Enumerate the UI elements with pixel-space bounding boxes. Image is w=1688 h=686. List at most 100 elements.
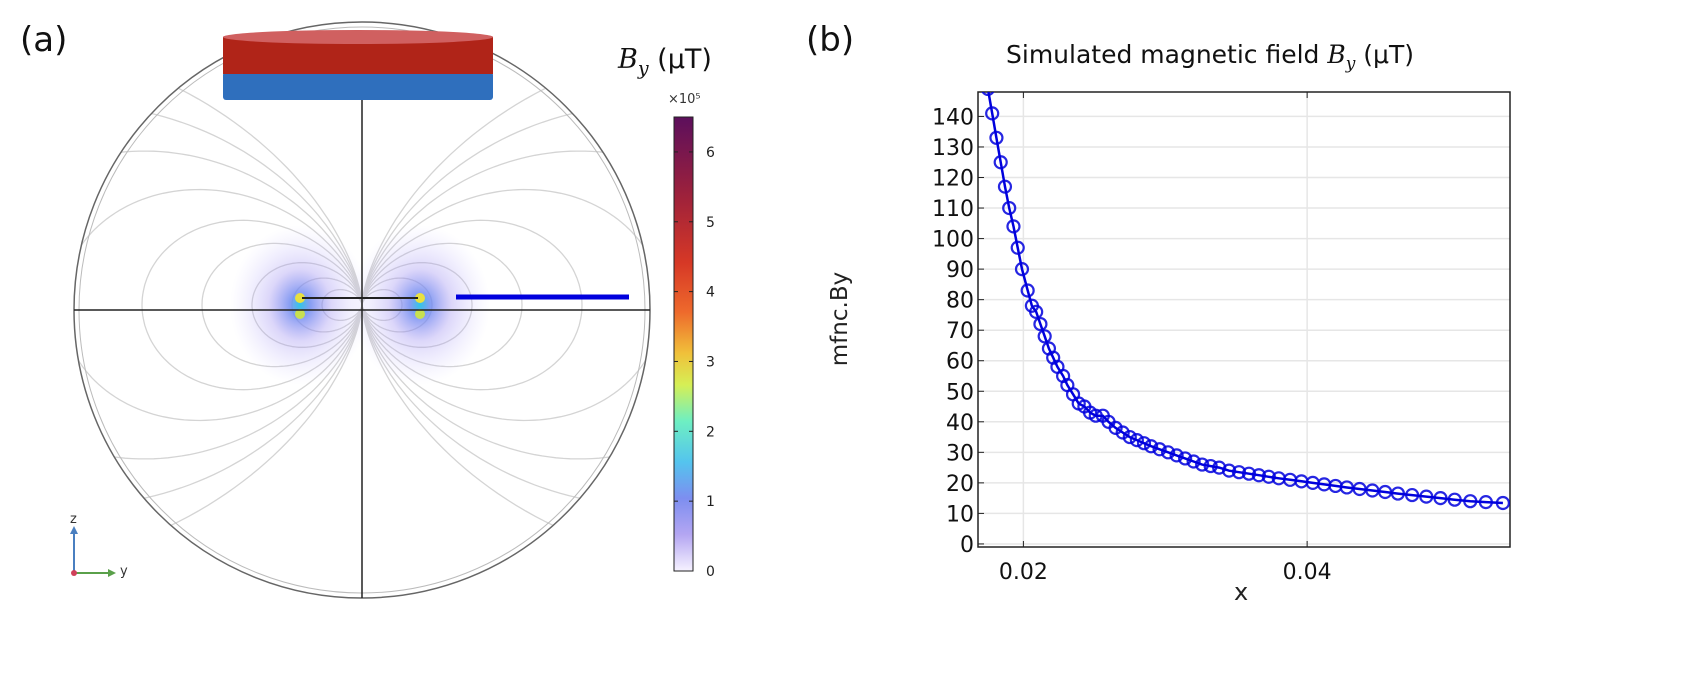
data-point (1447, 492, 1462, 507)
chart-title: Simulated magnetic field By (μT) (1006, 40, 1414, 74)
field-line (361, 42, 650, 568)
line-chart: 0 10 20 30 40 50 60 70 80 90 100 110 120 130 140 0.02 0.… (932, 91, 1511, 585)
y-tick-label: 100 (932, 228, 974, 253)
y-tick-label: 0 (960, 533, 974, 558)
colorbar-tick-label: 1 (706, 494, 715, 510)
colorbar-tick-label: 2 (706, 424, 715, 440)
data-point (1014, 262, 1030, 277)
data-point (1222, 463, 1237, 478)
chart-title-prefix: Simulated magnetic field (1006, 40, 1328, 69)
hotspot-core (295, 309, 305, 319)
y-tick-label: 120 (932, 167, 974, 192)
field-line (361, 150, 650, 460)
y-tick-label: 70 (946, 319, 974, 344)
x-axis-label: x (1234, 578, 1249, 606)
y-tick-label: 50 (946, 380, 974, 405)
data-point (1037, 329, 1052, 344)
colorbar-title-unit: (μT) (648, 44, 712, 75)
field-line (74, 150, 363, 460)
y-tick-label: 60 (946, 350, 974, 375)
data-point (981, 92, 995, 97)
data-point (1002, 200, 1017, 216)
data-point (989, 130, 1004, 145)
y-tick-label: 10 (946, 502, 974, 527)
data-point (1251, 468, 1266, 483)
axis-y-label: y (120, 564, 128, 579)
colorbar-title-var: B (618, 44, 638, 75)
field-hotspot-left (230, 225, 370, 385)
chart-title-unit: (μT) (1355, 40, 1414, 69)
field-hotspot-right (350, 225, 490, 385)
data-point (1231, 465, 1247, 480)
hotspot-core (415, 309, 425, 319)
data-point (1186, 454, 1201, 469)
data-point (1419, 489, 1434, 504)
colorbar-title-sub: y (637, 57, 649, 80)
y-tick-label: 130 (932, 136, 974, 161)
plot-frame (977, 91, 1511, 548)
colorbar-tick-label: 4 (706, 285, 715, 301)
hotspot-core (415, 293, 425, 303)
data-point (1178, 451, 1193, 466)
z-arrowhead-icon (70, 526, 78, 534)
panel-b-label: (b) (806, 20, 855, 60)
chart-title-sub: y (1345, 54, 1356, 74)
y-tick-label: 80 (946, 289, 974, 314)
axis-z-label: z (70, 512, 77, 527)
colorbar-tick-label: 5 (706, 215, 715, 231)
y-tick-label: 140 (932, 105, 974, 130)
data-point (1033, 316, 1048, 332)
hotspot-core (295, 293, 305, 303)
colorbar-tick-label: 0 (706, 564, 715, 580)
y-tick-label: 110 (932, 197, 974, 222)
data-point (1136, 436, 1152, 451)
x-tick-label: 0.02 (999, 560, 1048, 585)
panel-a-label: (a) (20, 20, 68, 60)
data-point (1129, 433, 1144, 448)
data-point (1020, 283, 1035, 298)
data-point (1108, 420, 1123, 436)
data-point (1143, 439, 1159, 454)
magnet-top-face (223, 30, 493, 44)
data-point (1088, 408, 1103, 423)
data-point (1405, 487, 1420, 503)
field-simulation-domain (73, 21, 651, 599)
series-line-mfnc-by (987, 92, 1503, 505)
data-point (1122, 429, 1137, 445)
data-point (1115, 425, 1130, 440)
data-point (1478, 495, 1493, 510)
data-point (1495, 495, 1510, 511)
y-tick-label: 90 (946, 258, 974, 283)
data-point (1029, 304, 1044, 319)
data-point (1261, 469, 1276, 484)
x-tick-label: 0.04 (1283, 560, 1332, 585)
y-arrowhead-icon (108, 569, 116, 577)
field-line (361, 104, 650, 506)
colorbar-tick-label: 6 (706, 145, 715, 161)
y-tick-label: 20 (946, 472, 974, 497)
field-line (74, 42, 363, 568)
data-point (1161, 445, 1176, 460)
colorbar-exponent: ×10⁵ (668, 92, 701, 107)
data-point (997, 179, 1013, 194)
data-point (1169, 448, 1184, 463)
data-point (1203, 458, 1218, 474)
axis-triad (70, 526, 116, 577)
magnet (223, 30, 493, 100)
data-point (1010, 240, 1025, 255)
data-point (1152, 442, 1167, 457)
chart-title-var: B (1327, 40, 1346, 69)
colorbar-title: By (μT) (618, 44, 712, 79)
field-line (74, 104, 363, 506)
field-lines (74, 42, 650, 568)
colorbar-gradient (673, 116, 694, 572)
colorbar-tick-label: 3 (706, 354, 715, 370)
colorbar: 0 1 2 3 4 5 6 (673, 116, 715, 580)
data-point (1463, 494, 1478, 509)
data-point (1390, 486, 1406, 501)
data-point (985, 106, 1000, 121)
data-point (1006, 219, 1021, 234)
data-point (993, 155, 1008, 170)
origin-dot (71, 570, 77, 576)
